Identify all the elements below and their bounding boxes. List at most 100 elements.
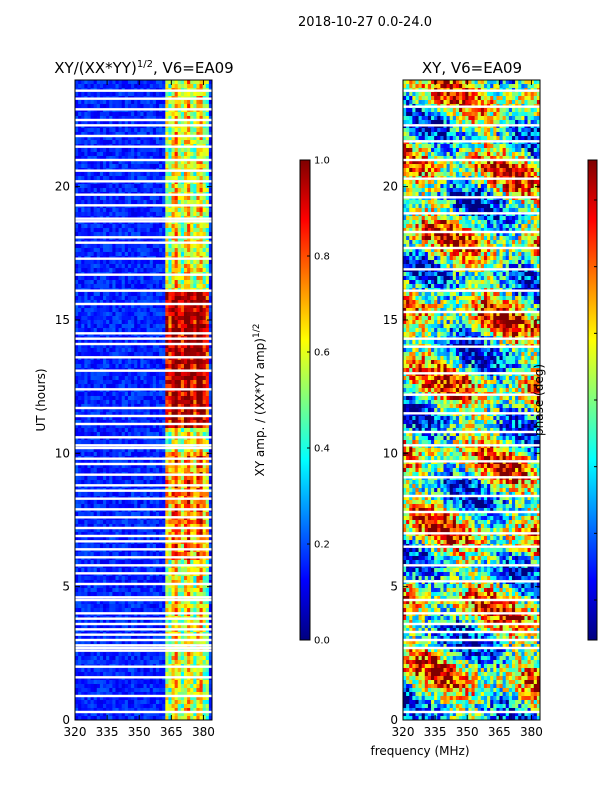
heatmap-cell (152, 248, 157, 253)
heatmap-cell (187, 292, 191, 297)
heatmap-cell (155, 136, 160, 141)
heatmap-cell (143, 104, 148, 109)
heatmap-cell (140, 468, 144, 473)
heatmap-cell (121, 248, 126, 253)
heatmap-cell (187, 176, 191, 181)
heatmap-cell (109, 464, 113, 469)
heatmap-cell (168, 196, 172, 201)
heatmap-cell (208, 420, 213, 425)
heatmap-cell (127, 248, 132, 253)
heatmap-cell (196, 340, 200, 345)
heatmap-cell (124, 440, 129, 445)
heatmap-cell (190, 420, 194, 425)
heatmap-cell (106, 224, 110, 229)
heatmap-cell (127, 432, 132, 437)
heatmap-cell (193, 320, 197, 325)
heatmap-cell (137, 188, 141, 193)
heatmap-cell (137, 252, 141, 257)
heatmap-cell (196, 208, 200, 213)
heatmap-cell (109, 292, 113, 297)
heatmap-cell (208, 228, 213, 233)
heatmap-cell (177, 432, 182, 437)
heatmap-cell (78, 412, 82, 417)
heatmap-cell (93, 464, 98, 469)
heatmap-cell (190, 316, 194, 321)
heatmap-cell (193, 132, 197, 137)
heatmap-cell (199, 104, 204, 109)
heatmap-cell (171, 172, 176, 177)
heatmap-cell (146, 404, 151, 409)
heatmap-cell (134, 384, 138, 389)
heatmap-cell (75, 100, 79, 105)
heatmap-cell (124, 520, 129, 525)
heatmap-cell (137, 528, 141, 533)
heatmap-cell (109, 404, 113, 409)
heatmap-cell (118, 208, 123, 213)
heatmap-cell (93, 432, 98, 437)
heatmap-cell (180, 296, 185, 301)
heatmap-cell (93, 84, 98, 89)
heatmap-cell (93, 452, 98, 457)
heatmap-cell (109, 324, 113, 329)
heatmap-cell (140, 380, 144, 385)
heatmap-cell (190, 520, 194, 525)
heatmap-cell (127, 360, 132, 365)
heatmap-cell (121, 512, 126, 517)
heatmap-cell (174, 232, 179, 237)
heatmap-cell (183, 116, 188, 121)
heatmap-cell (124, 320, 129, 325)
heatmap-cell (121, 116, 126, 121)
heatmap-cell (146, 296, 151, 301)
heatmap-cell (155, 480, 160, 485)
heatmap-cell (159, 244, 163, 249)
heatmap-cell (81, 172, 85, 177)
heatmap-cell (149, 504, 154, 509)
heatmap-cell (75, 424, 79, 429)
heatmap-cell (155, 384, 160, 389)
heatmap-cell (87, 244, 91, 249)
heatmap-cell (208, 208, 213, 213)
heatmap-cell (168, 468, 172, 473)
heatmap-cell (106, 468, 110, 473)
heatmap-cell (199, 416, 204, 421)
heatmap-cell (96, 340, 101, 345)
heatmap-cell (109, 468, 113, 473)
heatmap-cell (202, 432, 207, 437)
heatmap-cell (90, 232, 95, 237)
heatmap-cell (146, 92, 151, 97)
heatmap-cell (143, 316, 148, 321)
heatmap-cell (168, 328, 172, 333)
heatmap-cell (183, 376, 188, 381)
heatmap-cell (196, 228, 200, 233)
heatmap-cell (103, 432, 107, 437)
heatmap-cell (75, 376, 79, 381)
heatmap-cell (127, 492, 132, 497)
heatmap-cell (193, 296, 197, 301)
heatmap-cell (90, 100, 95, 105)
heatmap-cell (159, 112, 163, 117)
heatmap-cell (171, 284, 176, 289)
heatmap-cell (112, 440, 116, 445)
heatmap-cell (78, 448, 82, 453)
heatmap-cell (196, 376, 200, 381)
heatmap-cell (159, 120, 163, 125)
heatmap-cell (127, 188, 132, 193)
heatmap-cell (137, 284, 141, 289)
heatmap-cell (81, 104, 85, 109)
heatmap-cell (168, 184, 172, 189)
heatmap-cell (131, 112, 135, 117)
heatmap-cell (159, 264, 163, 269)
heatmap-cell (93, 404, 98, 409)
heatmap-cell (137, 260, 141, 265)
heatmap-cell (183, 372, 188, 377)
heatmap-cell (78, 304, 82, 309)
heatmap-cell (93, 480, 98, 485)
heatmap-cell (84, 376, 88, 381)
heatmap-cell (159, 312, 163, 317)
heatmap-cell (109, 248, 113, 253)
heatmap-cell (193, 476, 197, 481)
heatmap-cell (118, 528, 123, 533)
heatmap-cell (196, 460, 200, 465)
heatmap-cell (165, 264, 169, 269)
heatmap-cell (180, 376, 185, 381)
